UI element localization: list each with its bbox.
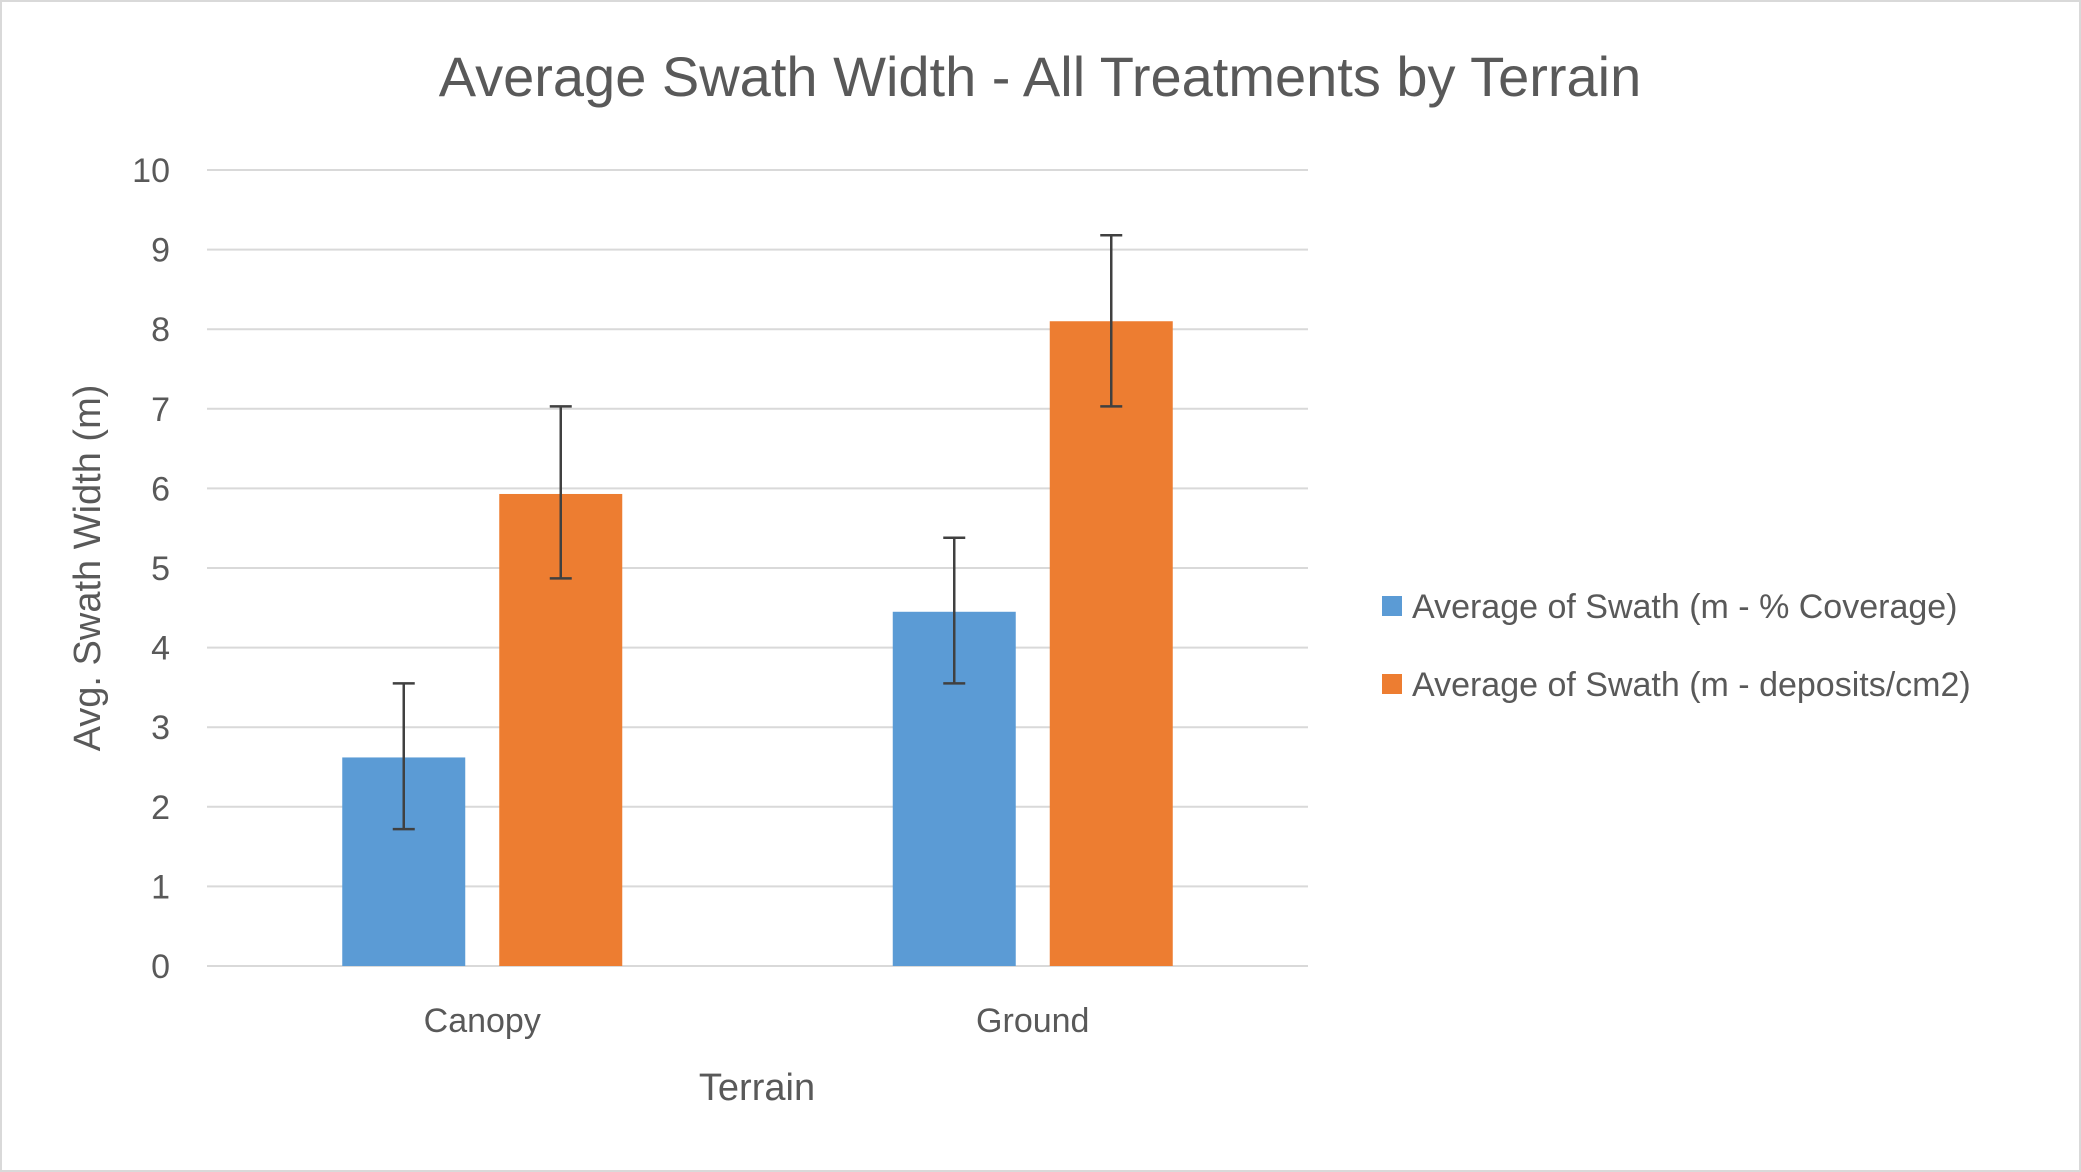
legend: Average of Swath (m - % Coverage) Average… bbox=[1382, 588, 1971, 704]
y-tick-label-0: 0 bbox=[151, 948, 170, 986]
y-tick-label-2: 2 bbox=[151, 789, 170, 827]
y-tick-label-3: 3 bbox=[151, 709, 170, 747]
y-tick-label-10: 10 bbox=[132, 152, 170, 190]
y-tick-label-8: 8 bbox=[151, 311, 170, 349]
legend-swatch-2 bbox=[1382, 674, 1402, 694]
y-tick-label-9: 9 bbox=[151, 232, 170, 270]
chart-title: Average Swath Width - All Treatments by … bbox=[439, 45, 1641, 108]
bar-ground-series-2 bbox=[1049, 321, 1173, 966]
error-bar-canopy-series-2 bbox=[549, 405, 572, 580]
x-axis-title: Terrain bbox=[699, 1067, 815, 1109]
error-bar-ground-series-2 bbox=[1100, 234, 1123, 408]
error-bars bbox=[392, 234, 1123, 831]
y-tick-label-7: 7 bbox=[151, 391, 170, 429]
error-bar-ground-series-1 bbox=[943, 536, 966, 685]
legend-item-1: Average of Swath (m - % Coverage) bbox=[1382, 588, 1958, 626]
y-axis-ticks: 0 1 2 3 4 5 6 7 8 9 10 bbox=[132, 152, 170, 986]
y-axis-title: Avg. Swath Width (m) bbox=[67, 385, 109, 752]
y-tick-label-5: 5 bbox=[151, 550, 170, 588]
x-tick-label-ground: Ground bbox=[976, 1002, 1089, 1040]
y-tick-label-4: 4 bbox=[151, 630, 170, 668]
legend-swatch-1 bbox=[1382, 596, 1402, 616]
bars bbox=[342, 321, 1173, 966]
legend-label-1: Average of Swath (m - % Coverage) bbox=[1412, 588, 1958, 626]
y-tick-label-1: 1 bbox=[151, 868, 170, 906]
legend-label-2: Average of Swath (m - deposits/cm2) bbox=[1412, 666, 1971, 704]
x-tick-label-canopy: Canopy bbox=[424, 1002, 541, 1040]
x-axis-ticks: Canopy Ground bbox=[424, 1002, 1090, 1040]
error-bar-canopy-series-1 bbox=[392, 682, 415, 831]
y-tick-label-6: 6 bbox=[151, 470, 170, 508]
legend-item-2: Average of Swath (m - deposits/cm2) bbox=[1382, 666, 1971, 704]
